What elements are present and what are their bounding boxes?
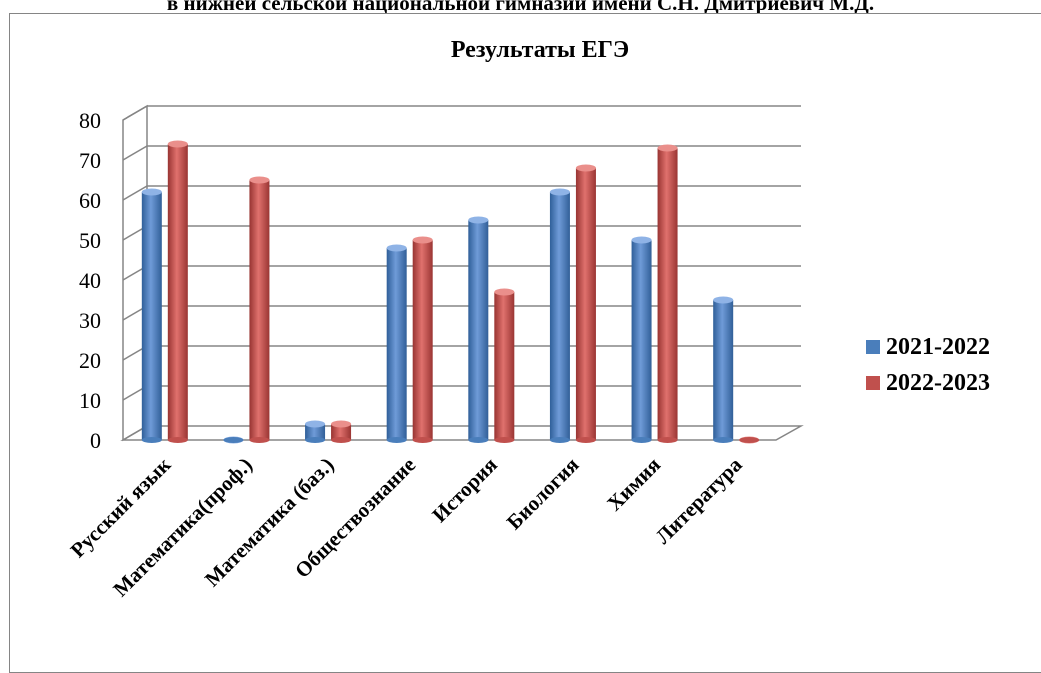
legend-item-series-2: 2022-2023 bbox=[866, 369, 990, 397]
bar-base bbox=[412, 437, 433, 443]
bar-top bbox=[249, 176, 270, 184]
bar-2-4 bbox=[412, 236, 433, 443]
bar-base bbox=[141, 437, 162, 443]
bar-base bbox=[223, 437, 244, 443]
bar-base bbox=[631, 437, 652, 443]
y-tick-label: 40 bbox=[79, 268, 101, 293]
x-tick-label: История bbox=[427, 453, 501, 527]
y-tick-label: 10 bbox=[79, 388, 101, 413]
bar-2-6 bbox=[575, 164, 596, 443]
y-tick-label: 0 bbox=[90, 428, 101, 453]
bar-body bbox=[468, 220, 489, 440]
bar-top bbox=[167, 140, 188, 148]
bar-2-2 bbox=[249, 176, 270, 443]
bar-base bbox=[331, 437, 352, 443]
bar-2-1 bbox=[167, 140, 188, 443]
y-tick-label: 80 bbox=[79, 108, 101, 133]
bar-top bbox=[141, 188, 162, 196]
bar-1-6 bbox=[549, 188, 570, 443]
bar-body bbox=[713, 300, 734, 440]
chart-title: Результаты ЕГЭ bbox=[451, 37, 629, 63]
bar-top bbox=[468, 216, 489, 224]
bar-base bbox=[167, 437, 188, 443]
bar-top bbox=[713, 296, 734, 304]
floor bbox=[120, 425, 804, 441]
bar-1-1 bbox=[141, 188, 162, 443]
x-tick-label: Химия bbox=[602, 453, 665, 516]
legend-label-series-1: 2021-2022 bbox=[886, 333, 990, 360]
bar-top bbox=[549, 188, 570, 196]
bar-1-3 bbox=[305, 420, 326, 443]
x-tick-label: Математика(проф.) bbox=[108, 453, 257, 602]
bar-1-2 bbox=[223, 436, 244, 444]
bar-base bbox=[249, 437, 270, 443]
legend-item-series-1: 2021-2022 bbox=[866, 333, 990, 361]
bar-base bbox=[305, 437, 326, 443]
bar-2-5 bbox=[494, 288, 515, 443]
bar-body bbox=[631, 240, 652, 440]
bar-body bbox=[249, 180, 270, 440]
gridline-depth bbox=[122, 105, 148, 121]
bar-body bbox=[141, 192, 162, 440]
y-tick-label: 60 bbox=[79, 188, 101, 213]
document-header-line: в нижней сельской национальной гимназии … bbox=[166, 0, 875, 13]
bar-top bbox=[386, 244, 407, 252]
y-tick-label: 30 bbox=[79, 308, 101, 333]
x-tick-labels: Русский языкМатематика(проф.)Математика … bbox=[66, 452, 747, 601]
bar-body bbox=[305, 424, 326, 440]
bar-body bbox=[167, 144, 188, 440]
x-tick-label: Биология bbox=[502, 453, 584, 535]
y-tick-label: 70 bbox=[79, 148, 101, 173]
bar-base bbox=[657, 437, 678, 443]
bar-base bbox=[575, 437, 596, 443]
bar-base bbox=[494, 437, 515, 443]
bar-base bbox=[739, 437, 760, 443]
legend-label-series-2: 2022-2023 bbox=[886, 369, 990, 396]
y-tick-label: 50 bbox=[79, 228, 101, 253]
bars-layer bbox=[141, 140, 760, 444]
legend-swatch-series-2 bbox=[866, 376, 880, 390]
bar-body bbox=[386, 248, 407, 440]
bar-2-7 bbox=[657, 144, 678, 443]
bar-2-3 bbox=[331, 420, 352, 443]
bar-base bbox=[549, 437, 570, 443]
bar-top bbox=[331, 420, 352, 428]
bar-body bbox=[494, 292, 515, 440]
bar-body bbox=[412, 240, 433, 440]
bar-1-4 bbox=[386, 244, 407, 443]
bar-top bbox=[657, 144, 678, 152]
bar-top bbox=[305, 420, 326, 428]
bar-1-7 bbox=[631, 236, 652, 443]
bar-base bbox=[713, 437, 734, 443]
bar-top bbox=[412, 236, 433, 244]
bar-base bbox=[386, 437, 407, 443]
bar-2-8 bbox=[739, 436, 760, 444]
bar-body bbox=[657, 148, 678, 440]
bar-body bbox=[575, 168, 596, 440]
bar-1-8 bbox=[713, 296, 734, 443]
chart-legend: 2021-2022 2022-2023 bbox=[866, 333, 990, 405]
bar-body bbox=[331, 424, 352, 440]
bar-base bbox=[468, 437, 489, 443]
bar-body bbox=[549, 192, 570, 440]
bar-top bbox=[575, 164, 596, 172]
y-tick-label: 20 bbox=[79, 348, 101, 373]
gridline-depth bbox=[122, 145, 148, 161]
gridline-depth bbox=[122, 185, 148, 201]
bar-top bbox=[494, 288, 515, 296]
legend-swatch-series-1 bbox=[866, 340, 880, 354]
bar-1-5 bbox=[468, 216, 489, 443]
bar-top bbox=[631, 236, 652, 244]
x-tick-label: Литература bbox=[651, 452, 747, 548]
